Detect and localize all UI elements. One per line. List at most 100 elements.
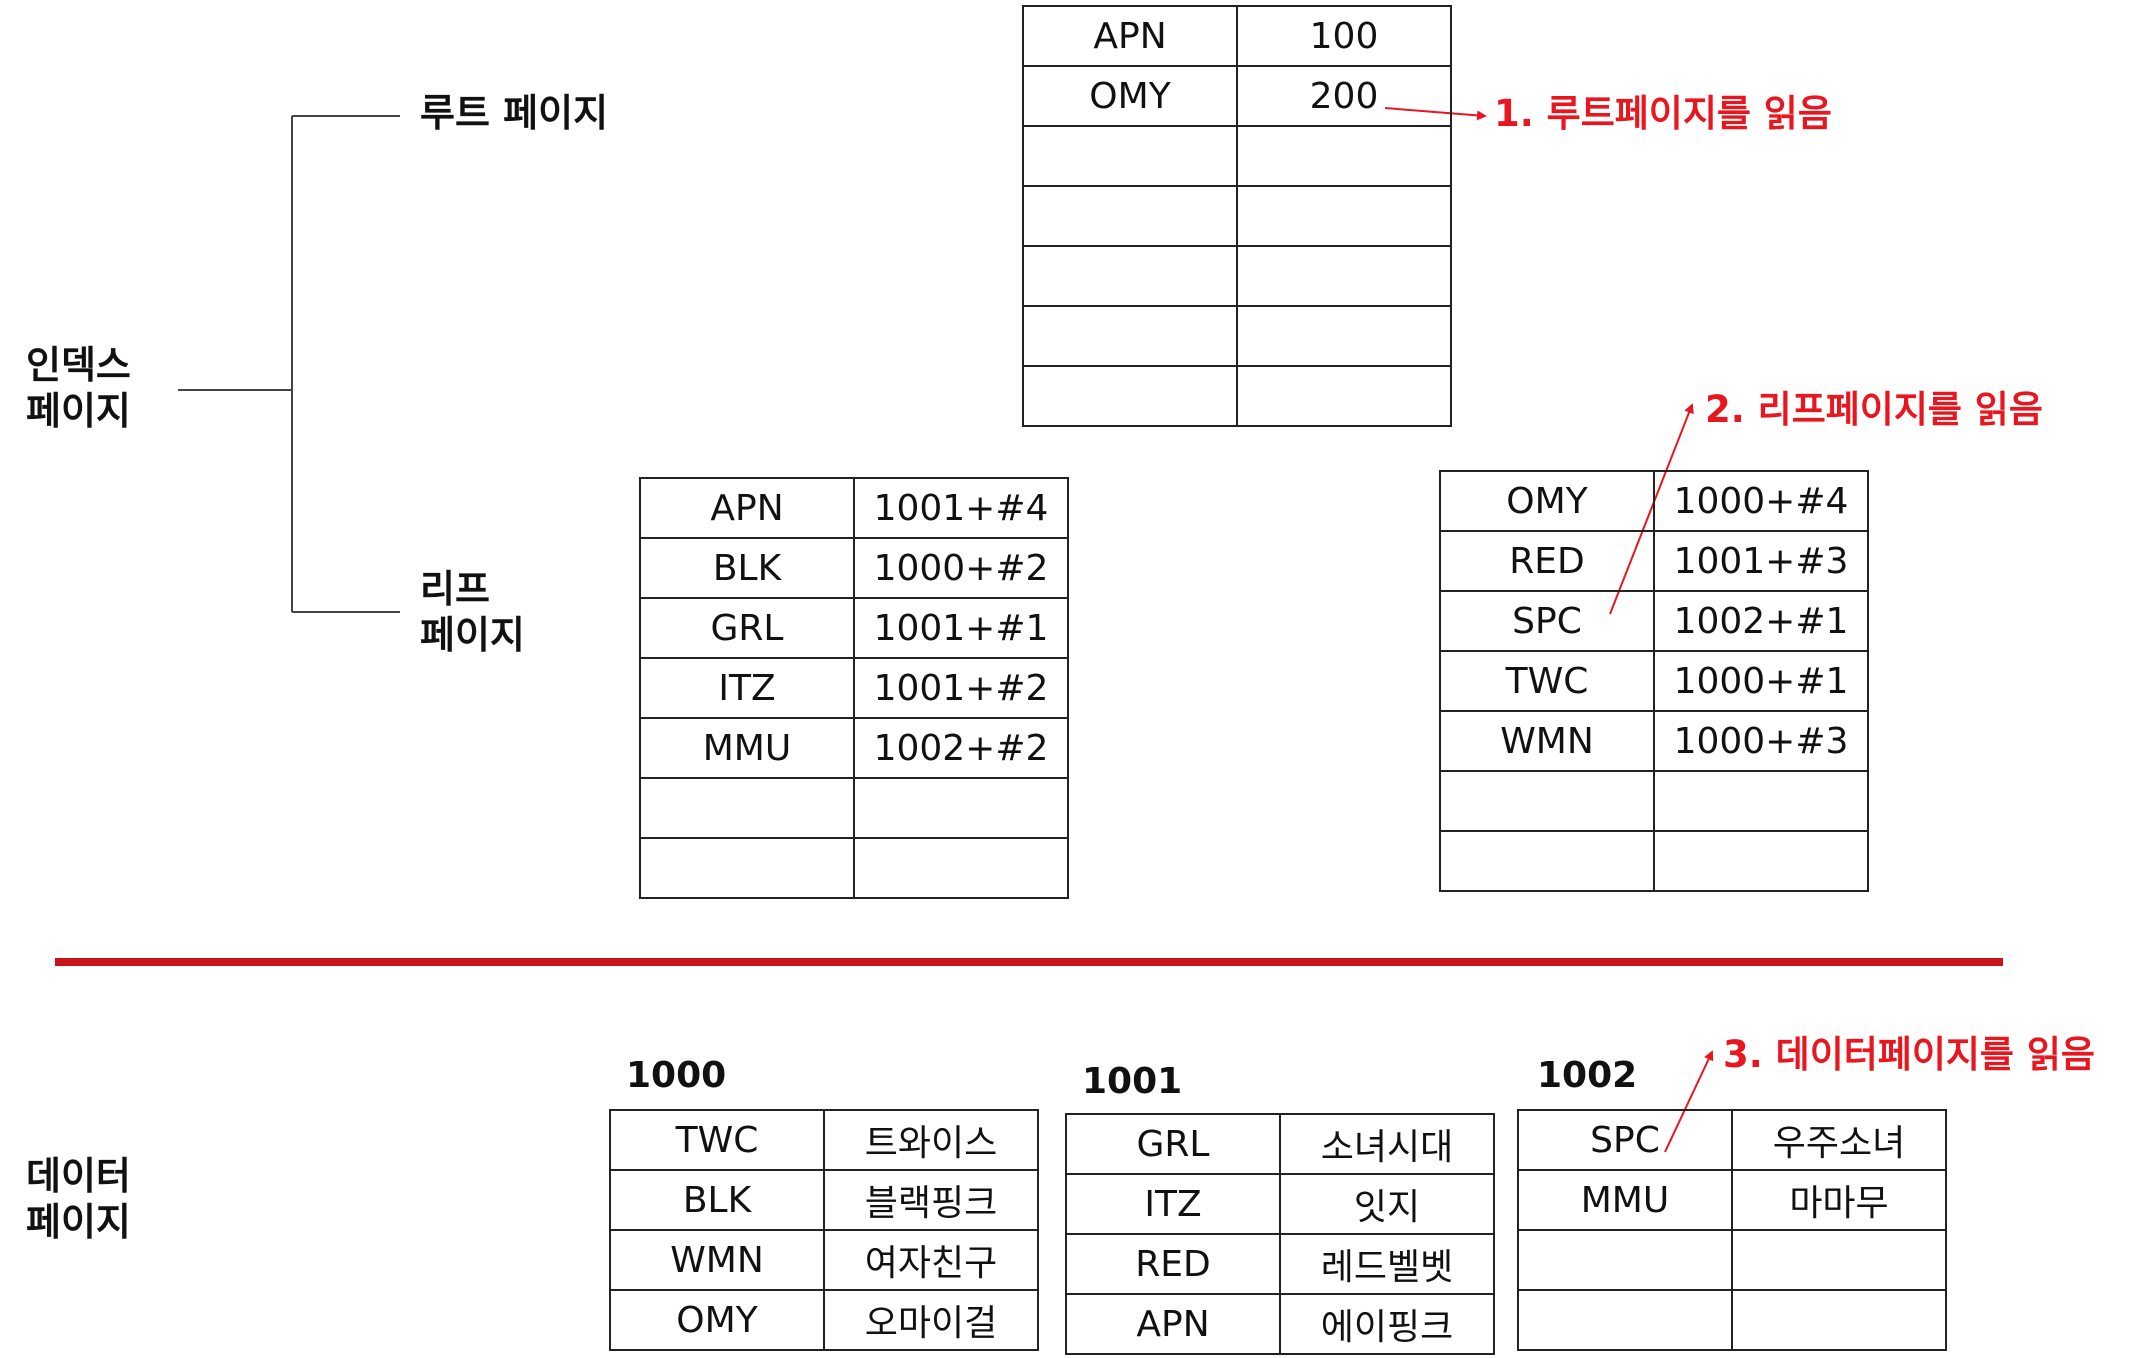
table-row — [1022, 245, 1452, 307]
table-row — [1022, 365, 1452, 427]
table-cell — [1517, 1289, 1733, 1351]
table-cell: TWC — [1439, 650, 1655, 712]
annotation-step2: 2. 리프페이지를 읽음 — [1705, 388, 2043, 431]
table-cell: OMY — [609, 1289, 825, 1351]
table-cell: APN — [1065, 1293, 1281, 1355]
table-cell — [1236, 365, 1452, 427]
table-cell — [1022, 245, 1238, 307]
table-cell: RED — [1439, 530, 1655, 592]
table-cell: 여자친구 — [823, 1229, 1039, 1291]
table-row: BLK 블랙핑크 — [609, 1169, 1039, 1231]
data-page-number-1002: 1002 — [1537, 1055, 1638, 1096]
table-cell — [1731, 1289, 1947, 1351]
table-row: ITZ 1001+#2 — [639, 657, 1069, 719]
table-cell: MMU — [1517, 1169, 1733, 1231]
table-cell: WMN — [609, 1229, 825, 1291]
table-cell — [1439, 830, 1655, 892]
table-cell — [639, 837, 855, 899]
table-cell: BLK — [609, 1169, 825, 1231]
table-cell: 1001+#1 — [853, 597, 1069, 659]
table-cell: 100 — [1236, 5, 1452, 67]
table-row — [1517, 1229, 1947, 1291]
data-page-table-1000: TWC 트와이스 BLK 블랙핑크 WMN 여자친구 OMY 오마이걸 — [609, 1109, 1039, 1351]
table-cell — [853, 837, 1069, 899]
table-cell: APN — [1022, 5, 1238, 67]
table-row: OMY 1000+#4 — [1439, 470, 1869, 532]
table-cell: 마마무 — [1731, 1169, 1947, 1231]
table-cell: 1000+#4 — [1653, 470, 1869, 532]
table-cell: 에이핑크 — [1279, 1293, 1495, 1355]
table-row: APN 1001+#4 — [639, 477, 1069, 539]
table-row: RED 1001+#3 — [1439, 530, 1869, 592]
table-cell: 200 — [1236, 65, 1452, 127]
table-row: ITZ 잇지 — [1065, 1173, 1495, 1235]
table-cell — [639, 777, 855, 839]
table-cell — [1022, 185, 1238, 247]
table-cell: 1002+#2 — [853, 717, 1069, 779]
table-row: GRL 소녀시대 — [1065, 1113, 1495, 1175]
table-row: OMY 200 — [1022, 65, 1452, 127]
table-cell: 레드벨벳 — [1279, 1233, 1495, 1295]
table-cell: RED — [1065, 1233, 1281, 1295]
table-cell: BLK — [639, 537, 855, 599]
table-cell — [1022, 125, 1238, 187]
table-row: GRL 1001+#1 — [639, 597, 1069, 659]
table-row: WMN 여자친구 — [609, 1229, 1039, 1291]
table-cell: 우주소녀 — [1731, 1109, 1947, 1171]
table-cell: 잇지 — [1279, 1173, 1495, 1235]
table-cell — [1236, 125, 1452, 187]
table-cell: ITZ — [1065, 1173, 1281, 1235]
annotation-step3: 3. 데이터페이지를 읽음 — [1723, 1033, 2095, 1076]
data-page-number-1000: 1000 — [626, 1055, 727, 1096]
table-row: SPC 우주소녀 — [1517, 1109, 1947, 1171]
table-cell: APN — [639, 477, 855, 539]
table-row — [1022, 125, 1452, 187]
table-row: WMN 1000+#3 — [1439, 710, 1869, 772]
root-page-table: APN 100 OMY 200 — [1022, 5, 1452, 427]
table-cell — [1653, 770, 1869, 832]
table-cell: MMU — [639, 717, 855, 779]
leaf-pages-label: 리프 페이지 — [420, 567, 525, 657]
table-cell: 소녀시대 — [1279, 1113, 1495, 1175]
data-pages-label: 데이터 페이지 — [26, 1154, 131, 1244]
table-row — [1022, 185, 1452, 247]
leaf-page-table-2: OMY 1000+#4 RED 1001+#3 SPC 1002+#1 TWC 1000… — [1439, 470, 1869, 892]
table-cell — [1236, 305, 1452, 367]
table-cell: TWC — [609, 1109, 825, 1171]
table-cell: GRL — [1065, 1113, 1281, 1175]
table-row: RED 레드벨벳 — [1065, 1233, 1495, 1295]
table-cell — [853, 777, 1069, 839]
table-cell: 1001+#4 — [853, 477, 1069, 539]
table-cell: ITZ — [639, 657, 855, 719]
table-row: SPC 1002+#1 — [1439, 590, 1869, 652]
table-cell: 1000+#2 — [853, 537, 1069, 599]
annotation-step1: 1. 루트페이지를 읽음 — [1494, 92, 1832, 135]
table-cell — [1439, 770, 1655, 832]
table-row: OMY 오마이걸 — [609, 1289, 1039, 1351]
table-row: MMU 마마무 — [1517, 1169, 1947, 1231]
table-row: APN 100 — [1022, 5, 1452, 67]
table-row — [1439, 770, 1869, 832]
data-page-table-1002: SPC 우주소녀 MMU 마마무 — [1517, 1109, 1947, 1351]
table-cell — [1022, 305, 1238, 367]
table-cell: OMY — [1439, 470, 1655, 532]
table-cell: 트와이스 — [823, 1109, 1039, 1171]
table-cell: GRL — [639, 597, 855, 659]
data-page-table-1001: GRL 소녀시대 ITZ 잇지 RED 레드벨벳 APN 에이핑크 — [1065, 1113, 1495, 1355]
table-row — [1022, 305, 1452, 367]
table-cell — [1022, 365, 1238, 427]
table-cell — [1236, 245, 1452, 307]
table-cell: OMY — [1022, 65, 1238, 127]
table-row: APN 에이핑크 — [1065, 1293, 1495, 1355]
table-cell: SPC — [1439, 590, 1655, 652]
table-row — [639, 777, 1069, 839]
table-cell: WMN — [1439, 710, 1655, 772]
table-row: TWC 트와이스 — [609, 1109, 1039, 1171]
table-row — [1517, 1289, 1947, 1351]
table-row: MMU 1002+#2 — [639, 717, 1069, 779]
table-cell: 오마이걸 — [823, 1289, 1039, 1351]
table-row: BLK 1000+#2 — [639, 537, 1069, 599]
table-cell: 1001+#3 — [1653, 530, 1869, 592]
table-cell: 1000+#1 — [1653, 650, 1869, 712]
table-cell: SPC — [1517, 1109, 1733, 1171]
